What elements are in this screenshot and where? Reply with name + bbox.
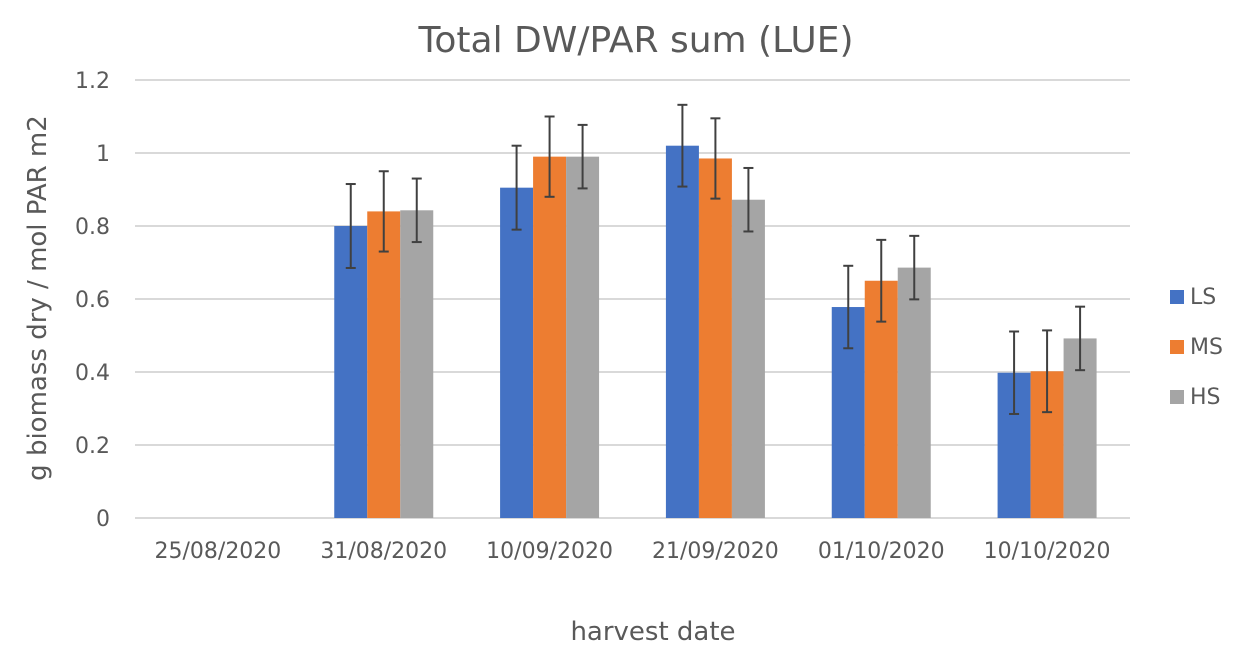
bar-ls [500,187,534,519]
bar-ms [533,156,567,518]
legend: LS MS HS [1170,285,1223,410]
x-tick-label: 31/08/2020 [320,539,447,564]
legend-label-ms: MS [1190,335,1223,360]
x-tick-label: 10/10/2020 [984,539,1111,564]
x-tick-labels: 25/08/2020 31/08/2020 10/09/2020 21/09/2020… [155,539,1111,564]
y-tick-label: 1 [96,142,110,167]
y-tick-label: 0.4 [75,361,110,386]
y-tick-label: 0.2 [75,434,110,459]
x-tick-label: 25/08/2020 [155,539,282,564]
legend-label-ls: LS [1190,285,1216,310]
bar-hs [400,210,434,518]
bar-hs [731,199,765,518]
x-tick-label: 21/09/2020 [652,539,779,564]
bar-ls [334,226,368,518]
y-tick-label: 0.8 [75,215,110,240]
bar-hs [897,267,931,518]
bar-hs [566,156,600,518]
x-tick-label: 01/10/2020 [818,539,945,564]
legend-label-hs: HS [1190,385,1221,410]
legend-swatch-hs [1170,390,1184,404]
legend-swatch-ls [1170,290,1184,304]
error-bars [345,103,1086,415]
bar-ms [367,211,401,518]
y-tick-label: 0.6 [75,288,110,313]
legend-swatch-ms [1170,340,1184,354]
y-tick-label: 0 [96,507,110,532]
y-axis-label: g biomass dry / mol PAR m2 [23,115,53,481]
chart-title: Total DW/PAR sum (LUE) [418,20,854,61]
bars [334,145,1097,519]
x-tick-label: 10/09/2020 [486,539,613,564]
x-axis-label: harvest date [570,617,735,647]
bar-ls [665,145,699,518]
y-tick-labels: 0 0.2 0.4 0.6 0.8 1 1.2 [75,69,110,532]
y-tick-label: 1.2 [75,69,110,94]
bar-ms [698,158,732,518]
gridlines [135,79,1130,519]
